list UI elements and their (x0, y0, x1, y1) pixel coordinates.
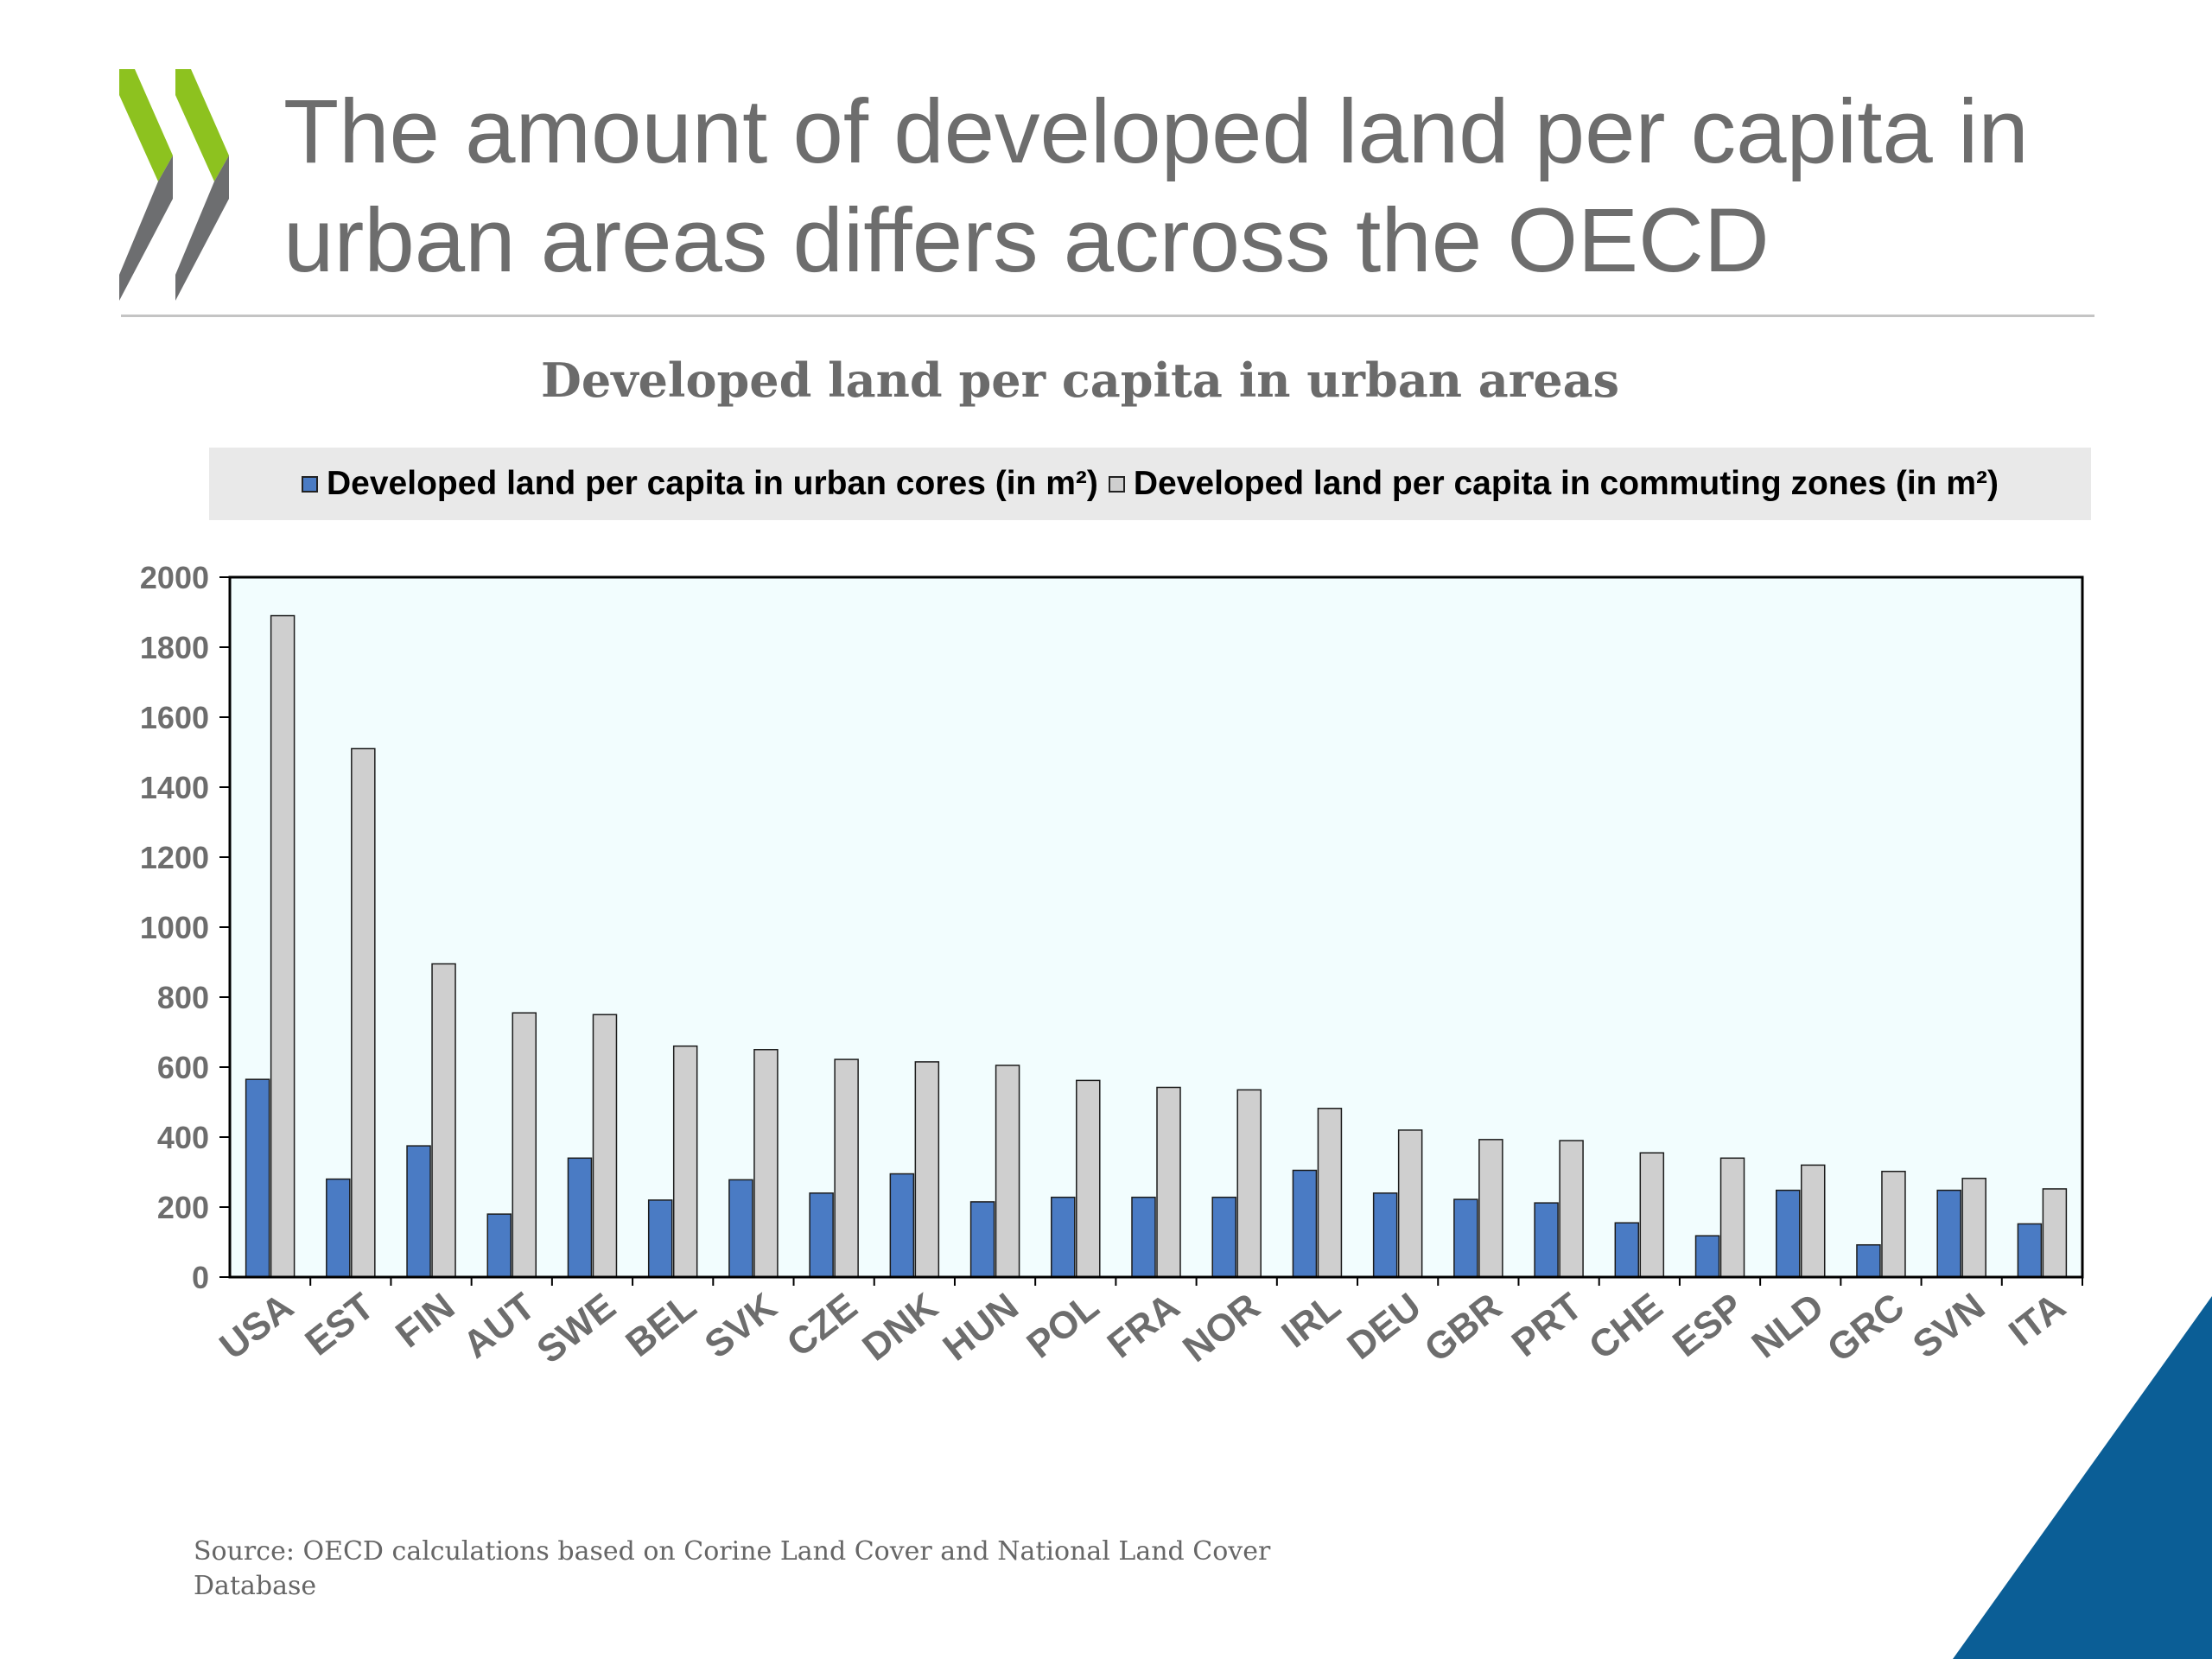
bar-urban-cores (728, 1179, 753, 1278)
bar-urban-cores (406, 1145, 431, 1278)
chart-legend: Developed land per capita in urban cores… (209, 448, 2091, 520)
bar-commuting-zones (672, 1045, 698, 1278)
x-tick-label: ESP (1665, 1285, 1751, 1365)
legend-item-urban-cores: Developed land per capita in urban cores… (302, 465, 1098, 503)
bar-commuting-zones (1397, 1129, 1423, 1278)
logo-chevron-green-right (175, 69, 229, 181)
y-tick-label: 400 (157, 1120, 209, 1155)
bar-urban-cores (567, 1157, 593, 1278)
x-tick-label: DNK (855, 1285, 945, 1369)
chart-title: Developed land per capita in urban areas (541, 353, 1619, 408)
oecd-logo (119, 69, 229, 301)
x-tick-label: BEL (618, 1285, 704, 1365)
legend-item-commuting-zones: Developed land per capita in commuting z… (1108, 465, 1999, 503)
bar-urban-cores (1694, 1235, 1720, 1278)
x-tick-label: FIN (388, 1285, 462, 1356)
bar-commuting-zones (1881, 1170, 1906, 1278)
legend-label-urban-cores: Developed land per capita in urban cores… (327, 465, 1098, 502)
bar-commuting-zones (1236, 1089, 1262, 1278)
x-tick-label: AUT (455, 1285, 543, 1366)
plot-area (230, 577, 2082, 1277)
y-tick-label: 600 (157, 1050, 209, 1085)
bar-commuting-zones (1961, 1178, 1986, 1278)
bar-urban-cores (1856, 1243, 1881, 1278)
bar-commuting-zones (1639, 1152, 1665, 1278)
title-divider (121, 315, 2094, 317)
logo-chevron-gray-right (175, 156, 229, 301)
bar-urban-cores (889, 1173, 915, 1278)
x-tick-label: GBR (1417, 1285, 1510, 1370)
bar-urban-cores (1372, 1192, 1398, 1278)
bar-urban-cores (1614, 1222, 1640, 1278)
bar-commuting-zones (914, 1061, 940, 1278)
plot-frame (228, 575, 2084, 1279)
bar-urban-cores (1131, 1196, 1156, 1278)
x-tick-label: GRC (1820, 1285, 1912, 1370)
bar-commuting-zones (1317, 1108, 1343, 1278)
bar-commuting-zones (1478, 1139, 1503, 1278)
x-tick-label: CZE (779, 1285, 866, 1365)
bar-urban-cores (1453, 1198, 1478, 1278)
y-tick-label: 1600 (140, 700, 209, 735)
x-tick-label: SVK (697, 1285, 785, 1366)
legend-label-commuting-zones: Developed land per capita in commuting z… (1133, 465, 1999, 502)
x-tick-label: FRA (1100, 1285, 1187, 1366)
bar-urban-cores (245, 1078, 270, 1278)
y-tick-label: 200 (157, 1190, 209, 1225)
legend-swatch-urban-cores (302, 475, 318, 493)
source-note: Source: OECD calculations based on Corin… (194, 1536, 1271, 1601)
logo-chevron-gray-left (119, 156, 173, 301)
x-tick-label: HUN (935, 1285, 1026, 1369)
bar-commuting-zones (512, 1012, 537, 1278)
bar-commuting-zones (431, 963, 456, 1278)
bar-commuting-zones (1076, 1079, 1101, 1278)
bar-commuting-zones (1719, 1157, 1745, 1278)
bar-commuting-zones (995, 1065, 1020, 1278)
corner-accent-shape (1953, 1296, 2212, 1659)
bar-commuting-zones (1156, 1086, 1181, 1278)
x-tick-label: IRL (1274, 1285, 1349, 1356)
x-tick-label: USA (212, 1285, 301, 1368)
slide-title: The amount of developed land per capita … (283, 81, 2029, 291)
y-tick-label: 1200 (140, 840, 209, 875)
bar-urban-cores (1775, 1189, 1801, 1278)
bar-urban-cores (1534, 1202, 1559, 1278)
y-tick-label: 800 (157, 980, 209, 1015)
y-tick-label: 1000 (140, 910, 209, 945)
bar-commuting-zones (1800, 1164, 1826, 1278)
bar-commuting-zones (351, 747, 376, 1278)
x-tick-label: EST (297, 1285, 382, 1363)
bar-urban-cores (2017, 1223, 2043, 1278)
bar-commuting-zones (834, 1058, 859, 1278)
bar-commuting-zones (2042, 1188, 2068, 1278)
bar-urban-cores (1292, 1169, 1318, 1278)
x-tick-label: DEU (1339, 1285, 1428, 1368)
bar-urban-cores (1211, 1196, 1236, 1278)
logo-chevron-green-left (119, 69, 173, 181)
bar-urban-cores (1936, 1189, 1961, 1278)
bar-urban-cores (969, 1201, 995, 1278)
bar-commuting-zones (592, 1014, 618, 1278)
legend-swatch-commuting-zones (1108, 475, 1125, 493)
x-tick-label: PRT (1504, 1285, 1591, 1365)
y-tick-label: 1400 (140, 770, 209, 805)
bar-urban-cores (647, 1199, 673, 1278)
x-tick-label: CHE (1581, 1285, 1670, 1368)
bar-urban-cores (1051, 1196, 1076, 1278)
y-tick-label: 2000 (140, 560, 209, 595)
bar-commuting-zones (753, 1049, 779, 1278)
x-tick-label: POL (1019, 1285, 1106, 1366)
corner-accent-triangle (1953, 1296, 2212, 1659)
y-tick-label: 0 (192, 1260, 209, 1295)
y-tick-label: 1800 (140, 630, 209, 665)
bar-chart: 0 200 400 600 800 1000 1200 1400 1600 1800 2000 USA… (140, 560, 2084, 1372)
bar-urban-cores (326, 1178, 351, 1278)
bar-urban-cores (486, 1213, 512, 1278)
x-tick-label: NLD (1744, 1285, 1831, 1366)
x-tick-label: SWE (529, 1285, 623, 1371)
bar-urban-cores (809, 1192, 834, 1278)
bar-commuting-zones (1559, 1140, 1584, 1278)
x-tick-label: NOR (1175, 1285, 1268, 1370)
bar-commuting-zones (270, 614, 296, 1278)
